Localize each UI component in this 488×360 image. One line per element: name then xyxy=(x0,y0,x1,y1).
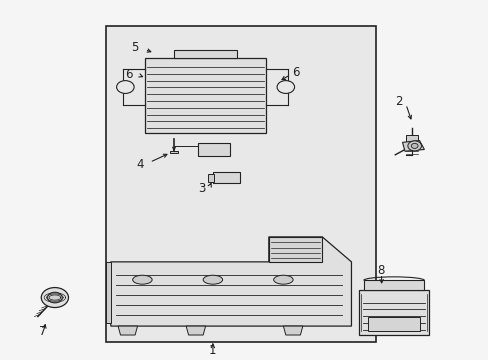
Polygon shape xyxy=(111,237,351,326)
Bar xyxy=(198,143,229,156)
Text: 6: 6 xyxy=(125,68,133,81)
Bar xyxy=(212,172,239,183)
Text: 3: 3 xyxy=(198,182,205,195)
Polygon shape xyxy=(402,140,424,151)
Text: 5: 5 xyxy=(131,41,139,54)
Text: 4: 4 xyxy=(137,158,144,171)
Circle shape xyxy=(116,81,134,94)
Circle shape xyxy=(410,143,417,148)
Bar xyxy=(174,50,237,58)
Polygon shape xyxy=(283,326,302,335)
Circle shape xyxy=(41,288,68,307)
Text: 1: 1 xyxy=(209,344,216,357)
Bar xyxy=(406,135,417,144)
Text: 2: 2 xyxy=(395,95,402,108)
Text: 7: 7 xyxy=(39,325,46,338)
Bar xyxy=(368,317,419,332)
Polygon shape xyxy=(106,262,111,323)
Bar xyxy=(363,280,424,291)
Polygon shape xyxy=(186,326,205,335)
Bar xyxy=(358,291,428,335)
Circle shape xyxy=(277,81,294,94)
Bar xyxy=(170,151,178,153)
Circle shape xyxy=(47,292,62,303)
Polygon shape xyxy=(118,326,137,335)
Ellipse shape xyxy=(203,275,222,284)
Text: 8: 8 xyxy=(376,264,384,277)
Bar xyxy=(106,26,375,342)
Bar xyxy=(144,58,266,134)
Bar xyxy=(207,174,213,181)
Circle shape xyxy=(407,141,421,151)
Polygon shape xyxy=(268,237,322,262)
Text: 6: 6 xyxy=(291,66,299,79)
Ellipse shape xyxy=(132,275,152,284)
Ellipse shape xyxy=(273,275,292,284)
